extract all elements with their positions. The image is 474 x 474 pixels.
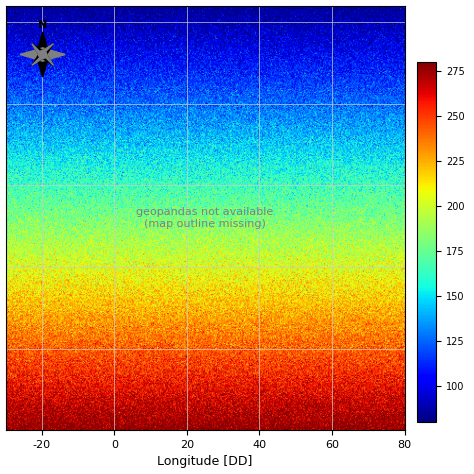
Polygon shape — [32, 52, 45, 65]
Circle shape — [38, 51, 46, 59]
Polygon shape — [40, 52, 54, 65]
Polygon shape — [36, 32, 43, 55]
Text: N: N — [38, 19, 47, 30]
Polygon shape — [43, 48, 65, 55]
Polygon shape — [32, 44, 45, 57]
Polygon shape — [32, 55, 45, 65]
Polygon shape — [32, 44, 43, 57]
Polygon shape — [40, 44, 54, 55]
X-axis label: Longitude [DD]: Longitude [DD] — [157, 456, 253, 468]
Polygon shape — [36, 55, 43, 77]
Polygon shape — [20, 55, 43, 61]
Polygon shape — [43, 55, 49, 77]
Polygon shape — [43, 32, 49, 55]
Polygon shape — [43, 52, 54, 65]
Polygon shape — [43, 55, 65, 61]
Text: geopandas not available
(map outline missing): geopandas not available (map outline mis… — [137, 207, 273, 228]
Polygon shape — [20, 48, 43, 55]
Polygon shape — [40, 44, 54, 57]
